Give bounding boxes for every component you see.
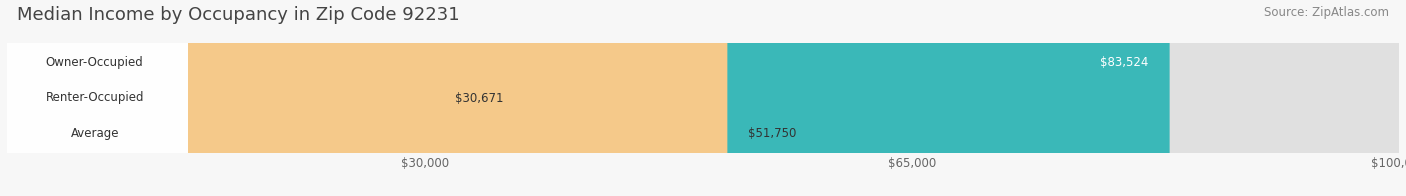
FancyBboxPatch shape bbox=[1, 0, 188, 196]
FancyBboxPatch shape bbox=[7, 0, 1399, 196]
FancyBboxPatch shape bbox=[7, 0, 1399, 196]
Text: Average: Average bbox=[70, 127, 120, 140]
Text: $83,524: $83,524 bbox=[1101, 56, 1149, 69]
Text: Source: ZipAtlas.com: Source: ZipAtlas.com bbox=[1264, 6, 1389, 19]
Text: Owner-Occupied: Owner-Occupied bbox=[46, 56, 143, 69]
FancyBboxPatch shape bbox=[7, 0, 1170, 196]
FancyBboxPatch shape bbox=[7, 0, 1399, 196]
FancyBboxPatch shape bbox=[1, 0, 188, 196]
FancyBboxPatch shape bbox=[1, 0, 188, 196]
Text: $30,671: $30,671 bbox=[454, 92, 503, 104]
Text: $51,750: $51,750 bbox=[748, 127, 797, 140]
Text: Renter-Occupied: Renter-Occupied bbox=[45, 92, 143, 104]
FancyBboxPatch shape bbox=[7, 0, 434, 196]
FancyBboxPatch shape bbox=[7, 0, 727, 196]
Text: Median Income by Occupancy in Zip Code 92231: Median Income by Occupancy in Zip Code 9… bbox=[17, 6, 460, 24]
